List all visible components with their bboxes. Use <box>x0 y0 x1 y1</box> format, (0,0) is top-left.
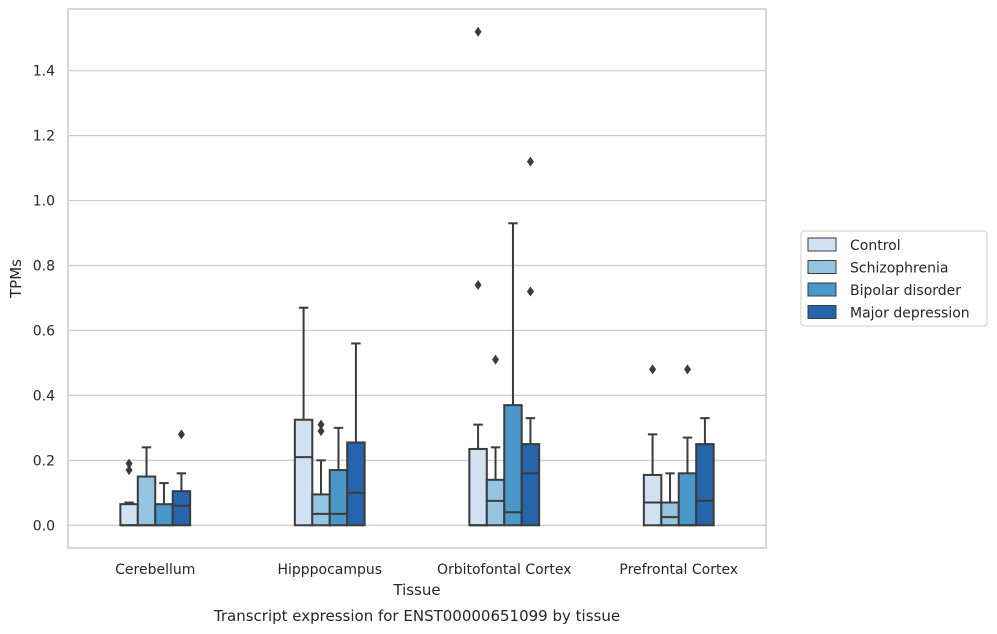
legend-swatch <box>807 237 837 252</box>
box-rect <box>293 418 314 527</box>
y-tick-label: 0.2 <box>33 453 55 469</box>
box-rect <box>468 447 488 527</box>
x-tick-label: Hipppocampus <box>277 562 382 578</box>
box-schizophrenia <box>485 354 506 527</box>
plot-area-frame <box>67 8 767 549</box>
legend-label: Bipolar disorder <box>850 283 961 299</box>
box-rect <box>660 501 680 527</box>
box-bipolar-disorder <box>677 364 698 527</box>
y-tick-label: 0.4 <box>33 388 55 404</box>
legend-swatch <box>807 260 837 274</box>
y-tick-label: 1.0 <box>33 194 55 210</box>
box-bipolar-disorder <box>328 426 349 527</box>
box-rect <box>485 478 506 527</box>
box-rect <box>311 493 331 527</box>
box-rect <box>171 490 192 527</box>
box-rect <box>503 404 523 527</box>
y-axis-ticks: 0.0 0.2 0.4 0.6 0.8 1.0 1.2 1.4 <box>33 64 55 535</box>
box-rect <box>677 472 698 527</box>
y-tick-label: 0.8 <box>33 259 55 275</box>
box-rect <box>328 469 349 527</box>
outlier-point <box>526 156 534 167</box>
outlier-point <box>317 419 325 430</box>
box-control <box>293 306 314 527</box>
box-control <box>468 26 488 527</box>
box-major-depression <box>171 429 192 527</box>
y-tick-label: 1.2 <box>33 129 55 145</box>
legend-label: Major depression <box>850 306 970 322</box>
box-schizophrenia <box>311 419 331 527</box>
x-tick-label: Cerebellum <box>115 562 195 578</box>
box-major-depression <box>520 156 541 527</box>
x-axis-ticks: Cerebellum Hipppocampus Orbitofontal Corte… <box>115 562 738 578</box>
y-tick-label: 0.0 <box>33 518 55 534</box>
box-rect <box>136 475 157 527</box>
y-tick-label: 1.4 <box>33 64 55 80</box>
box-major-depression <box>346 342 366 527</box>
box-control <box>119 458 139 527</box>
box-rect <box>520 443 541 527</box>
chart-caption: Transcript expression for ENST0000065109… <box>213 607 620 625</box>
box-bipolar-disorder <box>154 482 174 527</box>
legend-frame <box>800 230 988 327</box>
x-tick-label: Orbitofontal Cortex <box>437 562 572 578</box>
y-axis-label: TPMs <box>7 259 25 299</box>
box-rect <box>154 503 174 527</box>
outlier-point <box>317 426 325 437</box>
x-axis-label: Tissue <box>392 581 440 599</box>
outlier-point <box>492 354 500 365</box>
box-rect <box>119 503 139 527</box>
box-bipolar-disorder <box>503 222 523 527</box>
outlier-point <box>526 286 534 297</box>
legend-swatch <box>807 282 837 297</box>
legend-label: Control <box>850 238 901 254</box>
box-schizophrenia <box>660 472 680 527</box>
legend-swatch <box>807 305 837 319</box>
outlier-point <box>177 429 185 440</box>
outlier-point <box>649 364 657 375</box>
gridlines <box>68 70 766 526</box>
y-tick-label: 0.6 <box>33 323 55 339</box>
box-major-depression <box>695 417 715 527</box>
box-control <box>642 364 663 527</box>
boxes <box>119 26 715 527</box>
outlier-point <box>125 465 133 476</box>
outlier-point <box>125 458 133 469</box>
box-rect <box>642 473 663 527</box>
outlier-point <box>683 364 691 375</box>
legend: Control Schizophrenia Bipolar disorder Majo… <box>800 230 988 327</box>
box-rect <box>695 443 715 527</box>
x-tick-label: Prefrontal Cortex <box>619 562 738 578</box>
outlier-point <box>474 26 482 37</box>
legend-label: Schizophrenia <box>850 261 948 277</box>
box-rect <box>346 441 366 527</box>
box-schizophrenia <box>136 446 157 527</box>
outlier-point <box>474 279 482 290</box>
